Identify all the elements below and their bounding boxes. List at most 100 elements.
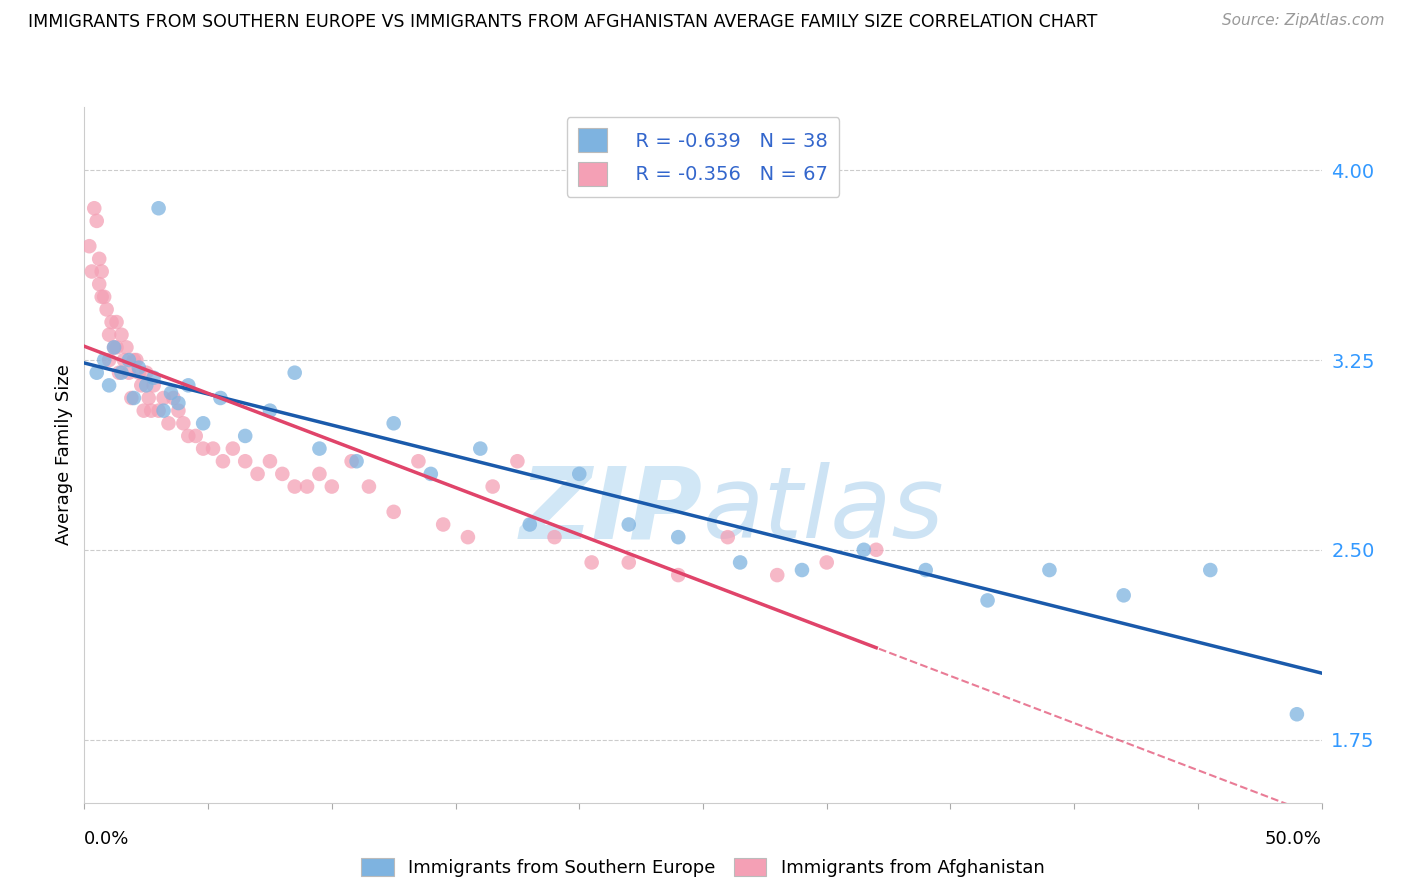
Point xyxy=(419,467,441,481)
Point xyxy=(976,593,998,607)
Point xyxy=(142,370,165,384)
Point xyxy=(110,327,132,342)
Point xyxy=(457,530,479,544)
Point xyxy=(141,403,163,417)
Point xyxy=(1199,563,1222,577)
Text: Source: ZipAtlas.com: Source: ZipAtlas.com xyxy=(1222,13,1385,29)
Point xyxy=(100,315,122,329)
Point xyxy=(766,568,789,582)
Point xyxy=(212,454,235,468)
Point xyxy=(103,340,125,354)
Point xyxy=(717,530,740,544)
Point xyxy=(617,556,640,570)
Point xyxy=(481,479,503,493)
Point xyxy=(222,442,245,456)
Point xyxy=(86,366,108,380)
Point xyxy=(728,556,751,570)
Text: 0.0%: 0.0% xyxy=(84,830,129,847)
Point xyxy=(98,327,121,342)
Point xyxy=(96,302,118,317)
Point xyxy=(321,479,343,493)
Point xyxy=(470,442,492,456)
Point xyxy=(246,467,269,481)
Point xyxy=(568,467,591,481)
Text: ZIP: ZIP xyxy=(520,462,703,559)
Point xyxy=(112,353,135,368)
Point xyxy=(152,391,174,405)
Point xyxy=(157,417,180,431)
Point xyxy=(432,517,454,532)
Point xyxy=(271,467,294,481)
Point xyxy=(259,403,281,417)
Point xyxy=(120,391,142,405)
Point xyxy=(340,454,363,468)
Point xyxy=(125,353,148,368)
Point xyxy=(790,563,813,577)
Point xyxy=(135,366,157,380)
Point xyxy=(138,391,160,405)
Point xyxy=(98,353,121,368)
Point xyxy=(191,442,214,456)
Point xyxy=(167,403,190,417)
Point xyxy=(93,353,115,368)
Point xyxy=(128,360,150,375)
Point xyxy=(506,454,529,468)
Text: 50.0%: 50.0% xyxy=(1265,830,1322,847)
Point xyxy=(177,429,200,443)
Point xyxy=(167,396,190,410)
Point xyxy=(162,391,184,405)
Point xyxy=(308,442,330,456)
Point xyxy=(259,454,281,468)
Point xyxy=(346,454,368,468)
Point xyxy=(519,517,541,532)
Point xyxy=(202,442,225,456)
Point xyxy=(148,403,170,417)
Point xyxy=(184,429,207,443)
Point xyxy=(209,391,232,405)
Y-axis label: Average Family Size: Average Family Size xyxy=(55,365,73,545)
Text: IMMIGRANTS FROM SOUTHERN EUROPE VS IMMIGRANTS FROM AFGHANISTAN AVERAGE FAMILY SI: IMMIGRANTS FROM SOUTHERN EUROPE VS IMMIG… xyxy=(28,13,1098,31)
Point xyxy=(1285,707,1308,722)
Point xyxy=(617,517,640,532)
Point xyxy=(142,378,165,392)
Legend: Immigrants from Southern Europe, Immigrants from Afghanistan: Immigrants from Southern Europe, Immigra… xyxy=(354,850,1052,884)
Point xyxy=(103,340,125,354)
Point xyxy=(90,290,112,304)
Point xyxy=(543,530,565,544)
Point xyxy=(132,403,155,417)
Point xyxy=(815,556,838,570)
Point xyxy=(382,417,405,431)
Point xyxy=(115,340,138,354)
Point xyxy=(191,417,214,431)
Point xyxy=(83,201,105,215)
Point xyxy=(128,366,150,380)
Point xyxy=(865,542,887,557)
Point xyxy=(172,417,194,431)
Point xyxy=(581,556,603,570)
Point xyxy=(110,366,132,380)
Point xyxy=(108,366,131,380)
Point xyxy=(90,264,112,278)
Point xyxy=(1112,588,1135,602)
Point xyxy=(666,568,689,582)
Point xyxy=(118,353,141,368)
Point xyxy=(666,530,689,544)
Point xyxy=(80,264,103,278)
Point xyxy=(233,454,256,468)
Point xyxy=(914,563,936,577)
Point xyxy=(284,479,307,493)
Point xyxy=(86,214,108,228)
Point xyxy=(122,391,145,405)
Point xyxy=(408,454,430,468)
Point xyxy=(105,340,128,354)
Point xyxy=(233,429,256,443)
Point xyxy=(105,315,128,329)
Point xyxy=(129,378,152,392)
Text: atlas: atlas xyxy=(703,462,945,559)
Point xyxy=(118,366,141,380)
Point xyxy=(135,378,157,392)
Point xyxy=(93,290,115,304)
Point xyxy=(152,403,174,417)
Point xyxy=(295,479,318,493)
Point xyxy=(1038,563,1060,577)
